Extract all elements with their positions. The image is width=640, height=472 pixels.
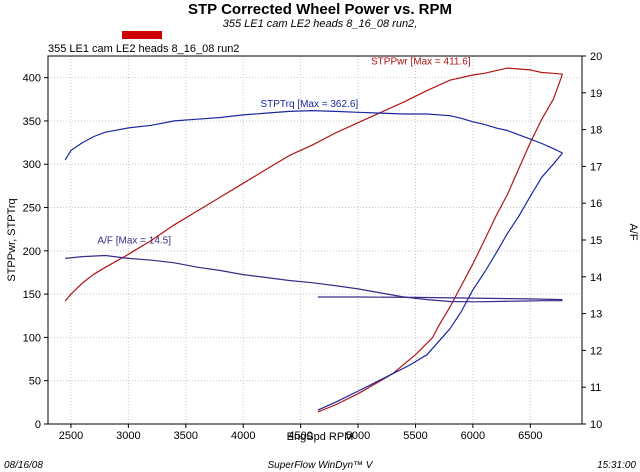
x-tick-label: 6000 xyxy=(461,430,485,442)
y-right-tick-label: 20 xyxy=(590,51,602,63)
y-right-tick-label: 18 xyxy=(590,125,602,137)
annotation-a-f: A/F [Max = 14.5] xyxy=(97,236,171,247)
y-left-tick-label: 300 xyxy=(23,159,41,171)
y-right-tick-label: 17 xyxy=(590,161,602,173)
y-right-tick-label: 12 xyxy=(590,345,602,357)
series-line-a-f xyxy=(65,254,563,303)
y-axis-label-left: STPPwr, STPTrq xyxy=(6,198,18,281)
annotation-stppwr: STPPwr [Max = 411.6] xyxy=(371,56,471,67)
series-line-stptrq xyxy=(64,109,563,161)
legend-color-marker xyxy=(122,31,162,39)
x-tick-label: 3000 xyxy=(116,430,140,442)
y-left-tick-label: 350 xyxy=(23,116,41,128)
x-tick-label: 4500 xyxy=(288,430,312,442)
x-tick-label: 5000 xyxy=(346,430,370,442)
y-left-tick-label: 250 xyxy=(23,203,41,215)
y-left-tick-label: 0 xyxy=(35,419,41,431)
y-axis-label-right: A/F xyxy=(627,223,639,240)
series-line-stptrq-return xyxy=(317,152,563,411)
y-right-tick-label: 11 xyxy=(590,382,601,394)
y-left-tick-label: 100 xyxy=(23,332,41,344)
y-right-tick-label: 13 xyxy=(590,309,602,321)
axis-ticks: 2500 3000 3500 4000 4500 5000 5500 6000 6500 0 50 1… xyxy=(23,51,603,442)
y-left-tick-label: 200 xyxy=(23,246,41,258)
x-tick-label: 3500 xyxy=(174,430,198,442)
y-right-tick-label: 10 xyxy=(590,419,602,431)
y-right-tick-label: 16 xyxy=(590,198,602,210)
y-left-tick-label: 150 xyxy=(23,289,41,301)
chart-subtitle: 355 LE1 cam LE2 heads 8_16_08 run2, xyxy=(223,18,417,30)
series-line-stppwr xyxy=(64,67,563,302)
series-annotations: STPPwr [Max = 411.6] STPTrq [Max = 362.6]… xyxy=(97,56,470,246)
y-right-tick-label: 19 xyxy=(590,88,602,100)
footer-date: 08/16/08 xyxy=(4,460,43,471)
series-line-a-f-return xyxy=(317,296,563,301)
footer-time: 15:31:00 xyxy=(597,460,636,471)
annotation-stptrq: STPTrq [Max = 362.6] xyxy=(260,99,358,110)
y-left-tick-label: 400 xyxy=(23,73,41,85)
run-label: 355 LE1 cam LE2 heads 8_16_08 run2 xyxy=(48,43,239,55)
x-tick-label: 4000 xyxy=(231,430,255,442)
x-tick-label: 2500 xyxy=(59,430,83,442)
y-left-tick-label: 50 xyxy=(29,376,41,388)
x-tick-label: 5500 xyxy=(403,430,427,442)
y-right-tick-label: 14 xyxy=(590,272,602,284)
y-right-tick-label: 15 xyxy=(590,235,602,247)
x-axis-label: EngSpd RPM xyxy=(287,431,354,443)
chart-title: STP Corrected Wheel Power vs. RPM xyxy=(188,1,452,18)
footer-software: SuperFlow WinDyn™ V xyxy=(268,460,374,471)
x-tick-label: 6500 xyxy=(518,430,542,442)
series-layer xyxy=(64,67,564,413)
